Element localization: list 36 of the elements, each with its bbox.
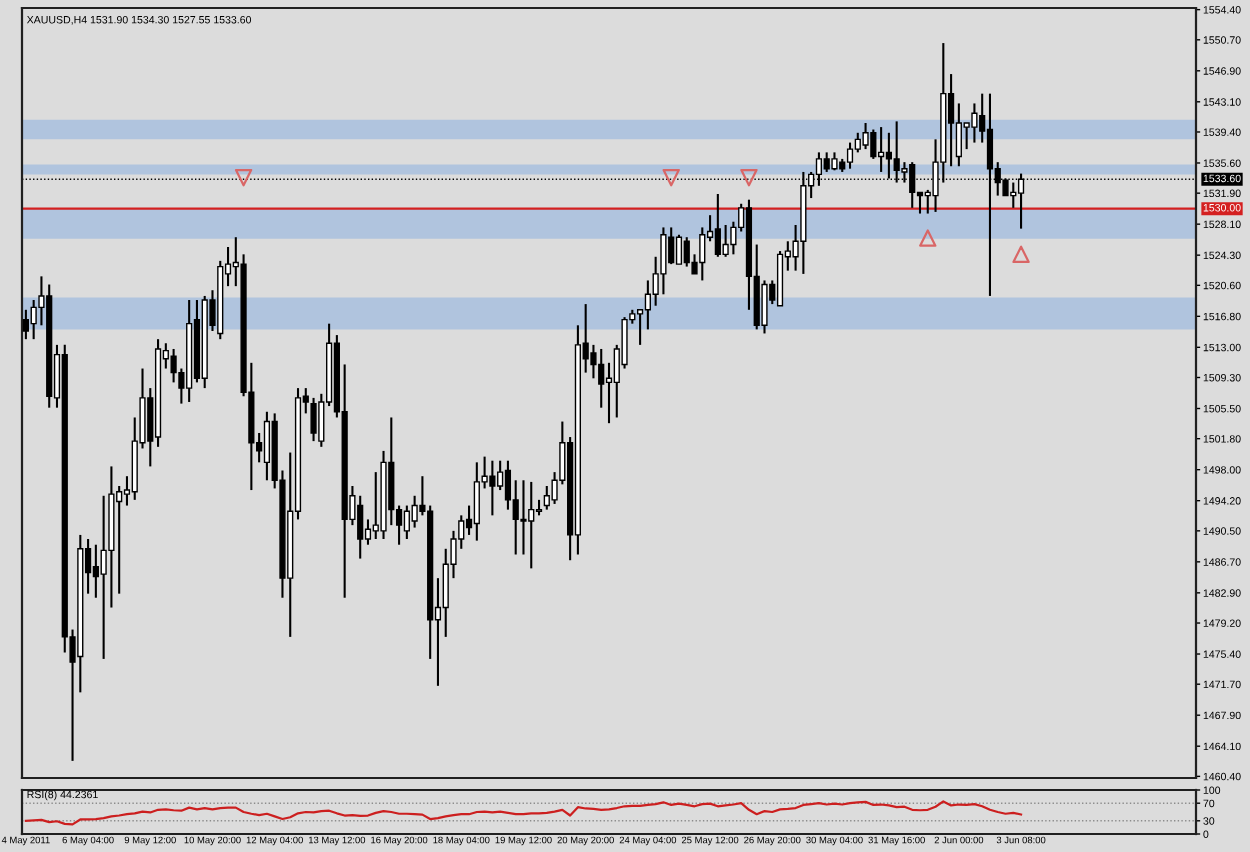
candlestick <box>885 131 892 180</box>
candlestick <box>722 223 729 258</box>
candlestick <box>675 233 683 266</box>
candlestick <box>22 308 29 341</box>
candlestick <box>388 416 395 527</box>
candlestick <box>963 121 970 151</box>
candlestick <box>823 151 830 173</box>
line-series <box>24 800 1023 826</box>
candlestick <box>761 279 768 335</box>
candlestick <box>862 121 869 151</box>
point <box>919 229 937 247</box>
candlestick <box>947 73 955 168</box>
candlestick <box>846 141 854 170</box>
candlestick <box>598 347 605 409</box>
candlestick <box>971 102 978 144</box>
candlestick <box>528 480 535 570</box>
point <box>662 168 680 187</box>
candlestick <box>870 128 877 160</box>
candlestick <box>489 459 496 517</box>
candlestick <box>520 479 527 556</box>
point <box>234 168 253 187</box>
candlestick <box>403 504 410 541</box>
point <box>740 168 758 187</box>
candlestick <box>644 279 651 331</box>
point <box>1012 245 1030 264</box>
candlestick <box>543 484 550 511</box>
candlestick <box>714 192 721 258</box>
candlestick <box>92 543 99 599</box>
candlestick <box>473 461 480 542</box>
candlestick <box>699 226 706 282</box>
candlestick <box>878 126 885 173</box>
candlestick <box>683 236 690 268</box>
candlestick <box>357 494 364 560</box>
candlestick <box>116 484 123 595</box>
candlestick <box>310 396 317 443</box>
candlestick <box>263 410 271 482</box>
